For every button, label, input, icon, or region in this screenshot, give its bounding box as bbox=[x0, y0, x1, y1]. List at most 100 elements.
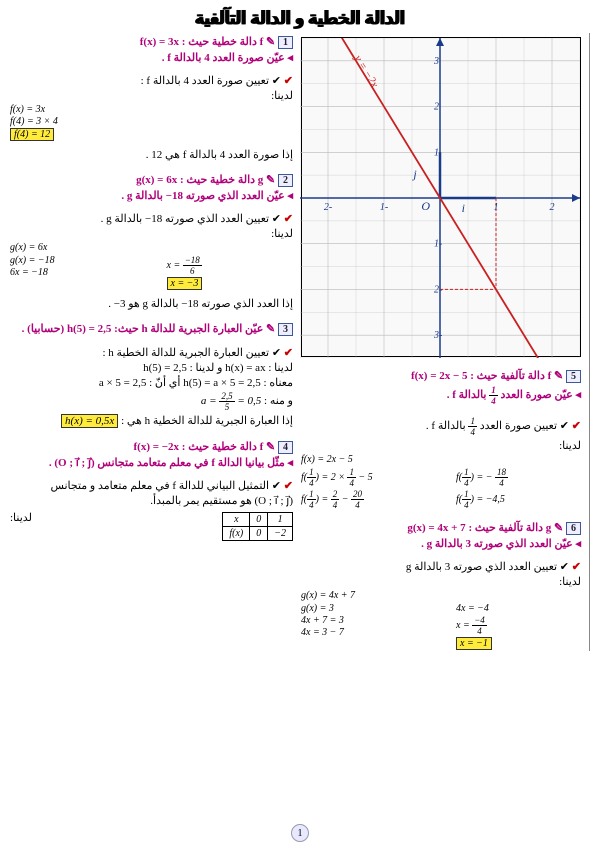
check-icon: ✔ bbox=[284, 213, 293, 225]
p3-conc-pre: إذا العبارة الجبرية للدالة الخطية h هي : bbox=[121, 415, 293, 427]
p5-sol-pre: ✔ تعيين صورة العدد bbox=[480, 420, 569, 432]
t-r2: 0 bbox=[250, 527, 268, 541]
svg-text:-1: -1 bbox=[380, 202, 388, 213]
p6-l3: 4x + 7 = 3 bbox=[301, 615, 426, 626]
p3-l3: و منه : a = 2,55 = 0,5 bbox=[10, 391, 293, 412]
p4-l1: (O ; i⃗ ; j⃗) هو مستقيم يمر بالمبدأ. bbox=[10, 494, 293, 507]
p2-header: 2 ✎ g دالة خطية حيث : g(x) = 6x bbox=[10, 173, 293, 187]
p1-header: 1 ✎ f دالة خطية حيث : f(x) = 3x bbox=[10, 35, 293, 49]
right-column: 1 ✎ f دالة خطية حيث : f(x) = 3x ◂ عيّن ص… bbox=[10, 33, 293, 651]
p2-head: ✎ g دالة خطية حيث : g(x) = 6x bbox=[136, 174, 275, 186]
graph-svg: -2-112-3-2-1123i⃗j⃗Oy = −2x bbox=[300, 38, 580, 358]
p5-ra: f(14) = − 184 bbox=[456, 467, 581, 488]
p6-header: 6 ✎ g دالة تآلفية حيث : g(x) = 4x + 7 bbox=[301, 521, 581, 535]
p5-la: f(14) = 2 × 14 − 5 bbox=[301, 467, 426, 488]
p3-l2: معناه : h(5) = a × 5 = 2,5 أي أنّ : a × … bbox=[10, 376, 293, 389]
p4-sol-text: ✔ التمثيل البياني للدالة f في معلم متعام… bbox=[50, 480, 281, 492]
p6-sub: ◂ عيّن العدد الذي صورته 3 بالدالة g . bbox=[301, 537, 581, 550]
p1-conc: إذا صورة العدد 4 بالدالة f هي 12 . bbox=[10, 148, 293, 161]
p4-table: x01 f(x)0−2 bbox=[222, 512, 293, 541]
t-r3: −2 bbox=[268, 527, 293, 541]
p4-sol-title: ✔ ✔ التمثيل البياني للدالة f في معلم متع… bbox=[10, 479, 293, 492]
p5-sub-pre: ◂ عيّن صورة العدد bbox=[500, 389, 581, 401]
p6-sol-title: ✔ ✔ تعيين العدد الذي صورته 3 بالدالة g bbox=[301, 560, 581, 573]
p5-sol-post: بالدالة f . bbox=[426, 420, 466, 432]
p6-r2: x = −44 bbox=[456, 615, 581, 636]
p4-label: لدينا: bbox=[10, 511, 32, 524]
p2-num: 2 bbox=[278, 174, 293, 187]
p2-conc: إذا العدد الذي صورته 18− بالدالة g هو 3−… bbox=[10, 297, 293, 310]
p1-result-hilite: f(4) = 12 bbox=[10, 128, 54, 141]
svg-text:j⃗: j⃗ bbox=[411, 167, 426, 181]
p5-sub: ◂ عيّن صورة العدد 14 بالدالة f . bbox=[301, 385, 581, 406]
p2-l3: 6x = −18 bbox=[10, 267, 137, 278]
p1-res: f(4) = 12 bbox=[10, 128, 293, 141]
p5-num: 5 bbox=[566, 370, 581, 383]
p1-label: لدينا: bbox=[10, 89, 293, 102]
p2-r1-num: −18 bbox=[183, 255, 202, 266]
svg-text:2: 2 bbox=[550, 202, 555, 213]
t-h3: 1 bbox=[268, 513, 293, 527]
p4-sub: ◂ مثّل بيانيا الدالة f في معلم متعامد مت… bbox=[10, 456, 293, 469]
page-title: الدالة الخطية و الدالة التآلفية bbox=[0, 0, 600, 33]
p3-header: 3 ✎ عيّن العبارة الجبرية للدالة h حيث: h… bbox=[10, 322, 293, 336]
p1-num: 1 bbox=[278, 36, 293, 49]
p2-sol-title: ✔ ✔ تعيين العدد الذي صورته 18− بالدالة g… bbox=[10, 212, 293, 225]
p6-num: 6 bbox=[566, 522, 581, 535]
p2-sol-text: ✔ تعيين العدد الذي صورته 18− بالدالة g . bbox=[101, 213, 281, 225]
p5-head: ✎ f دالة تآلفية حيث : f(x) = 2x − 5 bbox=[411, 370, 563, 382]
p5-rb: f(14) = −4,5 bbox=[456, 489, 581, 510]
svg-text:i⃗: i⃗ bbox=[462, 201, 475, 215]
p2-l1: g(x) = 6x bbox=[10, 242, 293, 253]
p4-num: 4 bbox=[278, 441, 293, 454]
svg-text:y = −2x: y = −2x bbox=[351, 52, 380, 90]
p2-r1-den: 6 bbox=[183, 266, 202, 276]
p6-result-hilite: x = −1 bbox=[456, 637, 492, 650]
p3-num: 3 bbox=[278, 323, 293, 336]
p6-label: لدينا: bbox=[301, 575, 581, 588]
p2-result-hilite: x = −3 bbox=[167, 277, 203, 290]
svg-text:-2: -2 bbox=[434, 284, 442, 295]
check-icon: ✔ bbox=[284, 75, 293, 87]
check-icon: ✔ bbox=[284, 347, 293, 359]
p1-l2: f(4) = 3 × 4 bbox=[10, 116, 293, 127]
p6-r1: 4x = −4 bbox=[456, 603, 581, 614]
p1-head: ✎ f دالة خطية حيث : f(x) = 3x bbox=[140, 36, 275, 48]
p5-l1: f(x) = 2x − 5 bbox=[301, 454, 581, 465]
graph: -2-112-3-2-1123i⃗j⃗Oy = −2x bbox=[301, 37, 581, 357]
svg-text:1: 1 bbox=[494, 202, 499, 213]
svg-text:2: 2 bbox=[434, 102, 439, 113]
content-columns: 1 ✎ f دالة خطية حيث : f(x) = 3x ◂ عيّن ص… bbox=[0, 33, 600, 651]
p5-sub-post: بالدالة f . bbox=[447, 389, 487, 401]
svg-text:-3: -3 bbox=[433, 330, 442, 341]
left-column: -2-112-3-2-1123i⃗j⃗Oy = −2x 5 ✎ f دالة ت… bbox=[301, 33, 590, 651]
p5-lb: f(14) = 24 − 204 bbox=[301, 489, 426, 510]
p2-sub: ◂ عيّن العدد الذي صورته 18− بالدالة g . bbox=[10, 189, 293, 202]
p4-head: ✎ f دالة خطية حيث : f(x) = −2x bbox=[134, 441, 276, 453]
check-icon: ✔ bbox=[572, 561, 581, 573]
p2-r1: x = −186 bbox=[167, 255, 294, 276]
p6-l1: g(x) = 4x + 7 bbox=[301, 590, 581, 601]
p1-sol-text: ✔ تعيين صورة العدد 4 بالدالة f : bbox=[141, 75, 281, 87]
svg-text:3: 3 bbox=[433, 56, 439, 67]
page-number: 1 bbox=[291, 824, 309, 842]
p5-sol-title: ✔ ✔ تعيين صورة العدد 14 بالدالة f . bbox=[301, 416, 581, 437]
t-h2: 0 bbox=[250, 513, 268, 527]
p3-result-hilite: h(x) = 0,5x bbox=[61, 414, 118, 428]
p4-header: 4 ✎ f دالة خطية حيث : f(x) = −2x bbox=[10, 440, 293, 454]
p6-sol-text: ✔ تعيين العدد الذي صورته 3 بالدالة g bbox=[406, 561, 569, 573]
p3-head: ✎ عيّن العبارة الجبرية للدالة h حيث: h(5… bbox=[22, 323, 276, 335]
p5-label: لدينا: bbox=[301, 439, 581, 452]
t-h1: x bbox=[223, 513, 250, 527]
p5-header: 5 ✎ f دالة تآلفية حيث : f(x) = 2x − 5 bbox=[301, 369, 581, 383]
svg-text:-1: -1 bbox=[434, 239, 442, 250]
p6-head: ✎ g دالة تآلفية حيث : g(x) = 4x + 7 bbox=[407, 522, 563, 534]
p6-l2: g(x) = 3 bbox=[301, 603, 426, 614]
p2-l2: g(x) = −18 bbox=[10, 255, 137, 266]
t-r1: f(x) bbox=[223, 527, 250, 541]
p2-res: x = −3 bbox=[167, 277, 294, 290]
svg-text:O: O bbox=[421, 199, 430, 213]
p3-l1: لدينا : h(x) = ax و لدينا : h(5) = 2,5 bbox=[10, 361, 293, 374]
p1-sol-title: ✔ ✔ تعيين صورة العدد 4 بالدالة f : bbox=[10, 74, 293, 87]
check-icon: ✔ bbox=[572, 420, 581, 432]
